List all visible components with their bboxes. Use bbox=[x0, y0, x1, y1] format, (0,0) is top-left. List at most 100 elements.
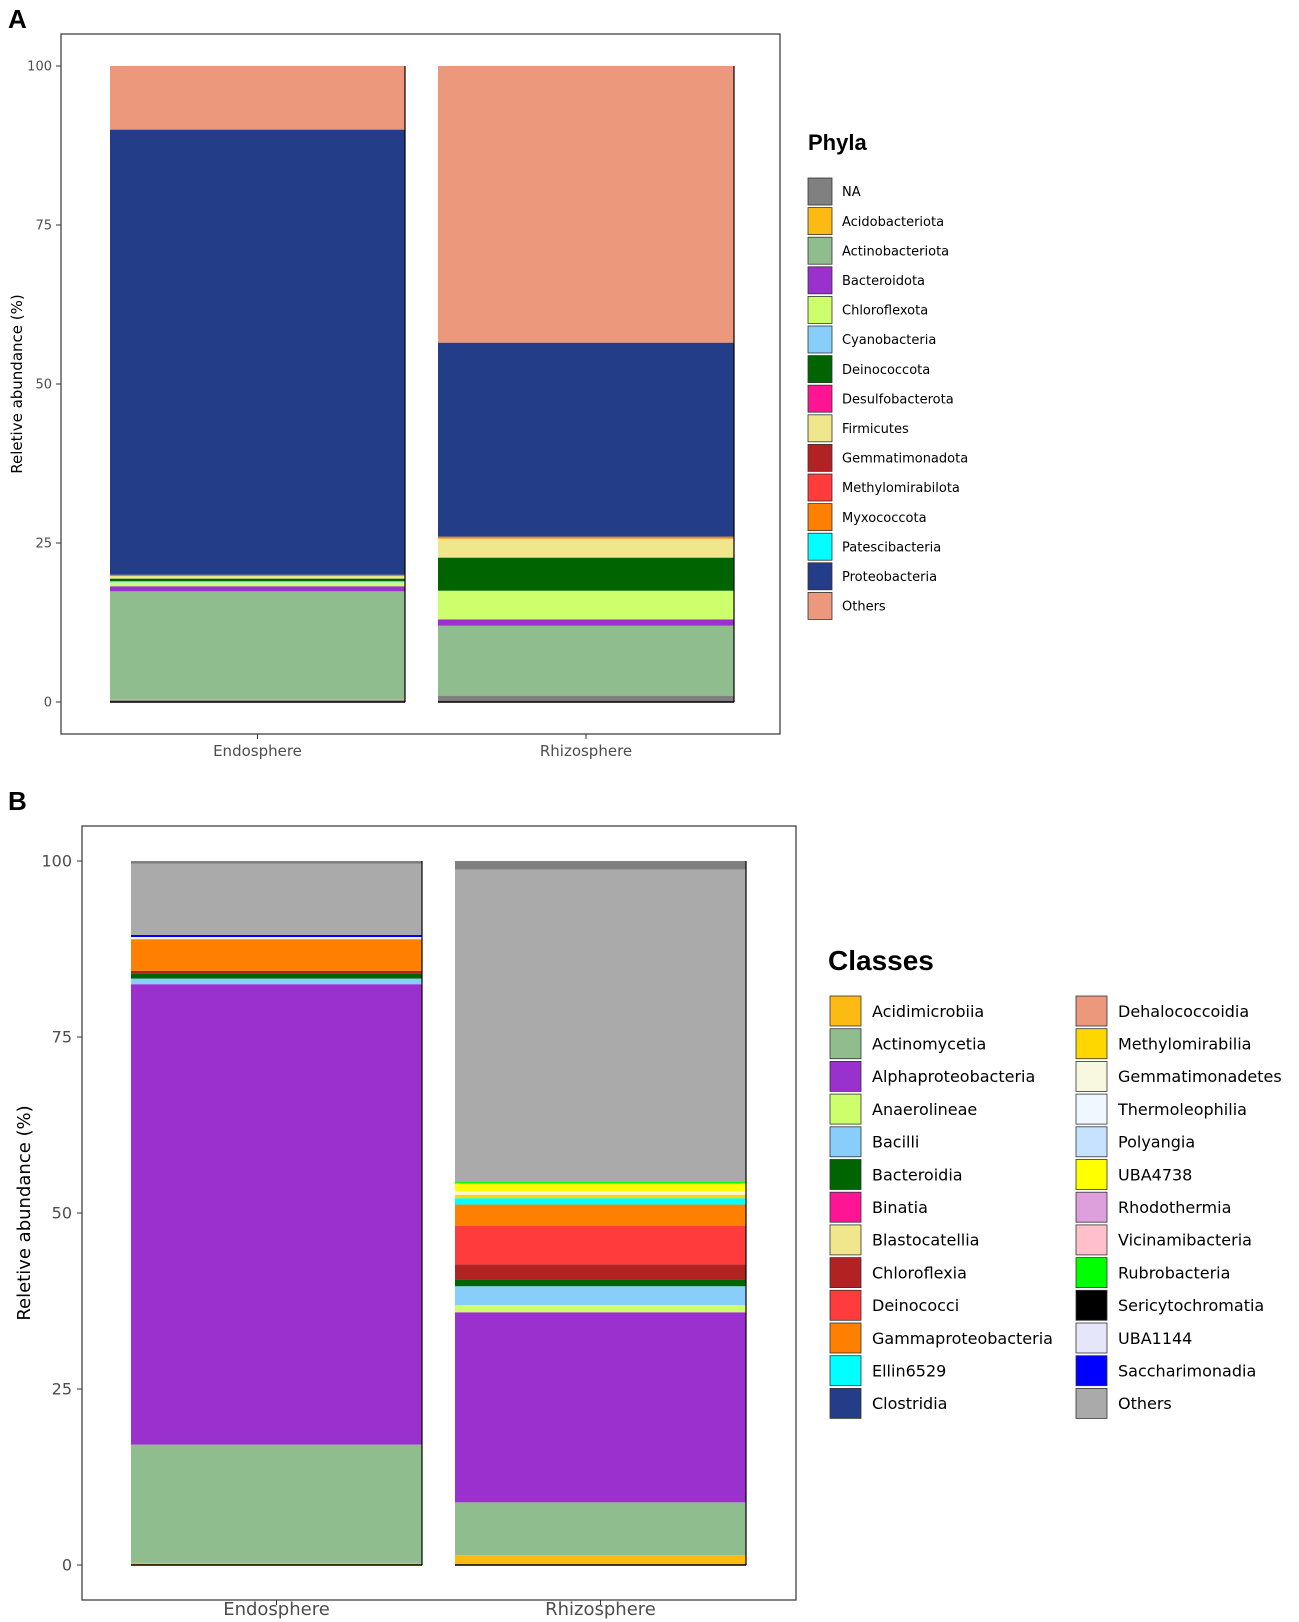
chart-b-legend-swatch-gammaproteobacteria bbox=[829, 1322, 862, 1354]
chart-b-bar-rhizosphere-uba4738 bbox=[455, 1183, 746, 1192]
chart-b-legend-swatch-blastocatellia bbox=[829, 1224, 862, 1256]
chart-b-legend-swatch-methylomirabilia bbox=[1075, 1028, 1108, 1060]
chart-b-legend-swatch-sericytochromatia bbox=[1075, 1289, 1108, 1321]
chart-b-bar-rhizosphere-alphaproteobacteria bbox=[455, 1312, 746, 1503]
chart-b-legend-swatch-dehalococcoidia bbox=[1075, 995, 1108, 1027]
chart-b-legend-label-ellin6529: Ellin6529 bbox=[872, 1361, 946, 1380]
chart-b-legend-label-polyangia: Polyangia bbox=[1118, 1133, 1195, 1152]
chart-a-legend-swatch-acidobacteriota bbox=[807, 207, 833, 236]
chart-a-legend-swatch-na bbox=[807, 177, 833, 206]
chart-a-legend-title: Phyla bbox=[808, 130, 867, 155]
chart-a-bar-rhizosphere-chloroflexota bbox=[438, 590, 734, 620]
chart-a-legend-label-chloroflexota: Chloroflexota bbox=[842, 304, 928, 319]
chart-b-bar-endosphere-bacilli bbox=[131, 978, 422, 985]
chart-a-legend-swatch-gemmatimonadota bbox=[807, 443, 833, 472]
chart-a-y-tick-label: 75 bbox=[35, 219, 52, 234]
chart-b-x-tick-label-rhizosphere: Rhizosphere bbox=[545, 1599, 656, 1620]
chart-a-legend-label-deinococcota: Deinococcota bbox=[842, 363, 930, 378]
chart-a-bar-endosphere-deinococcota bbox=[110, 578, 405, 582]
chart-a-legend-label-bacteroidota: Bacteroidota bbox=[842, 274, 925, 289]
chart-a-legend-label-actinobacteriota: Actinobacteriota bbox=[842, 244, 949, 259]
chart-b-legend-swatch-bacilli bbox=[829, 1126, 862, 1158]
chart-a-bar-rhizosphere-others bbox=[438, 66, 734, 343]
chart-b-bar-endosphere-gammaproteobacteria bbox=[131, 939, 422, 971]
chart-b-legend-label-chloroflexia: Chloroflexia bbox=[872, 1263, 967, 1282]
chart-a-y-tick-label: 0 bbox=[44, 696, 52, 711]
chart-a-y-axis-title: Reletive abundance (%) bbox=[8, 294, 26, 473]
chart-b-legend-label-uba1144: UBA1144 bbox=[1118, 1329, 1192, 1348]
chart-b-legend-swatch-anaerolineae bbox=[829, 1093, 862, 1125]
chart-b-bar-endosphere-saccharimonadia bbox=[131, 934, 422, 938]
panel-label-b: B bbox=[8, 786, 27, 816]
chart-b-legend-label-rubrobacteria: Rubrobacteria bbox=[1118, 1263, 1230, 1282]
chart-b-bar-endosphere-chloroflexia bbox=[131, 970, 422, 974]
chart-a-legend-swatch-methylomirabilota bbox=[807, 473, 833, 502]
chart-a-bar-rhizosphere-myxococcota bbox=[438, 536, 734, 539]
chart-b-legend-label-sericytochromatia: Sericytochromatia bbox=[1118, 1296, 1264, 1315]
chart-b-legend-label-gammaproteobacteria: Gammaproteobacteria bbox=[872, 1329, 1053, 1348]
chart-a-y-tick-label: 25 bbox=[35, 537, 52, 552]
chart-b-bar-endosphere-na bbox=[131, 861, 422, 864]
chart-a-bar-endosphere-acidobacteriota bbox=[110, 699, 405, 701]
chart-a-bar-endosphere-actinobacteriota bbox=[110, 591, 405, 700]
chart-a-bar-endosphere-na bbox=[110, 700, 405, 702]
chart-b-legend-label-alphaproteobacteria: Alphaproteobacteria bbox=[872, 1067, 1035, 1086]
chart-b-bar-rhizosphere-chloroflexia bbox=[455, 1264, 746, 1280]
chart-b-bar-rhizosphere-bacilli bbox=[455, 1286, 746, 1306]
chart-b-legend-label-deinococci: Deinococci bbox=[872, 1296, 959, 1315]
chart-a-legend-swatch-others bbox=[807, 592, 833, 620]
chart-b-legend-label-anaerolineae: Anaerolineae bbox=[872, 1100, 977, 1119]
chart-b-legend-swatch-uba4738 bbox=[1075, 1159, 1108, 1190]
chart-b-legend-swatch-acidimicrobiia bbox=[829, 995, 862, 1027]
chart-a-legend-swatch-proteobacteria bbox=[807, 562, 833, 591]
chart-a-bar-endosphere-proteobacteria bbox=[110, 129, 405, 575]
chart-b-legend-swatch-bacteroidia bbox=[829, 1159, 862, 1190]
chart-a-phyla: 0 25 50 75 100 Reletive abundance (%) Endosphe… bbox=[8, 33, 968, 760]
chart-a-bar-rhizosphere-actinobacteriota bbox=[438, 625, 734, 696]
chart-a-bar-rhizosphere-deinococcota bbox=[438, 557, 734, 591]
chart-a-legend-label-desulfobacterota: Desulfobacterota bbox=[842, 392, 954, 407]
chart-b-legend-swatch-alphaproteobacteria bbox=[829, 1061, 862, 1092]
chart-a-bar-endosphere-chloroflexota bbox=[110, 582, 405, 587]
chart-b-y-axis-title: Reletive abundance (%) bbox=[14, 1105, 35, 1320]
chart-b-legend-label-acidimicrobiia: Acidimicrobiia bbox=[872, 1002, 984, 1021]
chart-a-bar-rhizosphere-firmicutes bbox=[438, 538, 734, 558]
chart-b-y-tick-label: 75 bbox=[52, 1028, 72, 1047]
chart-a-y-tick-label: 100 bbox=[27, 60, 52, 75]
chart-a-legend-label-cyanobacteria: Cyanobacteria bbox=[842, 333, 936, 348]
chart-b-legend-label-saccharimonadia: Saccharimonadia bbox=[1118, 1361, 1256, 1380]
chart-a-legend-swatch-bacteroidota bbox=[807, 266, 833, 295]
chart-b-legend-swatch-deinococci bbox=[829, 1289, 862, 1321]
chart-a-legend-swatch-chloroflexota bbox=[807, 295, 833, 324]
chart-a-legend-swatch-actinobacteriota bbox=[807, 236, 833, 265]
chart-a-bar-endosphere-cyanobacteria bbox=[110, 581, 405, 583]
chart-b-bar-rhizosphere-actinomycetia bbox=[455, 1502, 746, 1556]
chart-b-legend-label-dehalococcoidia: Dehalococcoidia bbox=[1118, 1002, 1249, 1021]
chart-b-bar-rhizosphere-rubrobacteria bbox=[455, 1182, 746, 1184]
chart-b-y-tick-label: 25 bbox=[52, 1380, 72, 1399]
chart-b-legend-label-bacilli: Bacilli bbox=[872, 1133, 919, 1152]
chart-a-legend-swatch-patescibacteria bbox=[807, 532, 833, 561]
chart-b-classes: 0 25 50 75 100 Reletive abundance (%) Endosphe… bbox=[14, 825, 1282, 1620]
chart-a-bar-endosphere-myxococcota bbox=[110, 574, 405, 577]
chart-a-legend-swatch-desulfobacterota bbox=[807, 384, 833, 413]
chart-b-bar-endosphere-actinomycetia bbox=[131, 1444, 422, 1563]
chart-a-bar-endosphere-bacteroidota bbox=[110, 586, 405, 592]
chart-b-legend-label-methylomirabilia: Methylomirabilia bbox=[1118, 1034, 1251, 1053]
chart-a-legend-label-methylomirabilota: Methylomirabilota bbox=[842, 481, 960, 496]
chart-b-legend-label-bacteroidia: Bacteroidia bbox=[872, 1165, 963, 1184]
chart-b-bar-rhizosphere-bacteroidia bbox=[455, 1279, 746, 1287]
chart-b-bar-endosphere-alphaproteobacteria bbox=[131, 984, 422, 1445]
chart-a-y-tick-label: 50 bbox=[35, 378, 52, 393]
chart-b-legend-swatch-rhodothermia bbox=[1075, 1191, 1108, 1223]
chart-b-legend-swatch-ellin6529 bbox=[829, 1355, 862, 1387]
panel-label-a: A bbox=[8, 4, 27, 34]
chart-b-legend-swatch-saccharimonadia bbox=[1075, 1355, 1108, 1387]
chart-b-legend-label-vicinamibacteria: Vicinamibacteria bbox=[1118, 1231, 1252, 1250]
chart-b-bar-rhizosphere-gammaproteobacteria bbox=[455, 1204, 746, 1226]
chart-a-legend-swatch-cyanobacteria bbox=[807, 325, 833, 354]
chart-b-legend-label-thermoleophilia: Thermoleophilia bbox=[1117, 1100, 1247, 1119]
chart-a-bar-endosphere-others bbox=[110, 66, 405, 130]
chart-b-bar-rhizosphere-methylomirabilia bbox=[455, 1194, 746, 1199]
